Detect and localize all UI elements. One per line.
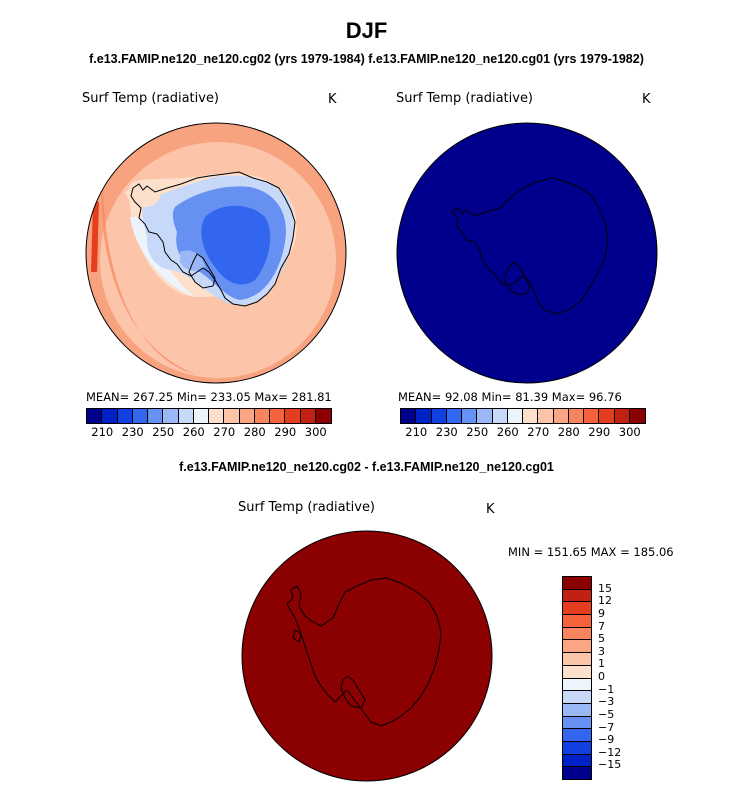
- colorbar-tick-label: 230: [435, 425, 458, 439]
- colorbar-tick-label: 250: [152, 425, 175, 439]
- panel2-colorbar: [400, 408, 646, 424]
- diff-colorbar-tick-label: 1: [598, 657, 605, 671]
- panel2-variable-label: Surf Temp (radiative): [396, 91, 534, 106]
- colorbar-tick-label: 260: [182, 425, 205, 439]
- colorbar-tick-label: 270: [213, 425, 236, 439]
- panel2-stats: MEAN= 92.08 Min= 81.39 Max= 96.76: [398, 390, 622, 404]
- diff-colorbar-swatch: [563, 577, 591, 590]
- diff-colorbar-swatch: [563, 627, 591, 641]
- panel1-units: K: [328, 92, 337, 107]
- diff-colorbar-swatch: [563, 703, 591, 717]
- colorbar-tick-label: 300: [304, 425, 327, 439]
- diff-colorbar-tick-label: 5: [598, 632, 605, 646]
- diff-colorbar-swatch: [563, 602, 591, 616]
- diff-colorbar-tick-label: −3: [598, 695, 615, 709]
- colorbar-swatch: [584, 409, 600, 423]
- colorbar-swatch: [224, 409, 240, 423]
- diff-colorbar-swatch: [563, 653, 591, 666]
- colorbar-swatch: [614, 409, 630, 423]
- colorbar-swatch: [599, 409, 615, 423]
- colorbar-swatch: [285, 409, 301, 423]
- colorbar-swatch: [315, 409, 331, 423]
- diff-colorbar-tick-label: −15: [598, 758, 622, 772]
- colorbar-tick-label: 260: [496, 425, 519, 439]
- diff-colorbar-swatch: [563, 678, 591, 692]
- diff-colorbar-tick-label: 7: [598, 619, 605, 633]
- diff-colorbar-swatch: [563, 729, 591, 742]
- colorbar-swatch: [178, 409, 194, 423]
- panel1-colorbar: [86, 408, 332, 424]
- diff-colorbar-tick-label: 0: [598, 670, 605, 683]
- colorbar-swatch: [507, 409, 523, 423]
- colorbar-swatch: [254, 409, 270, 423]
- colorbar-swatch: [553, 409, 569, 423]
- colorbar-swatch: [492, 409, 508, 423]
- colorbar-swatch: [401, 409, 417, 423]
- colorbar-swatch: [538, 409, 554, 423]
- colorbar-swatch: [87, 409, 103, 423]
- colorbar-swatch: [193, 409, 209, 423]
- diff-map: [241, 530, 493, 782]
- diff-colorbar-tick-label: −12: [598, 745, 622, 759]
- colorbar-tick-label: 280: [243, 425, 266, 439]
- diff-colorbar-swatch: [563, 741, 591, 755]
- colorbar-swatch: [163, 409, 179, 423]
- colorbar-swatch: [446, 409, 462, 423]
- diff-variable-label: Surf Temp (radiative): [238, 500, 376, 515]
- colorbar-swatch: [431, 409, 447, 423]
- colorbar-tick-label: 250: [466, 425, 489, 439]
- diff-colorbar-swatch: [563, 691, 591, 704]
- colorbar-tick-label: 270: [527, 425, 550, 439]
- colorbar-swatch: [102, 409, 118, 423]
- colorbar-tick-label: 230: [121, 425, 144, 439]
- colorbar-swatch: [132, 409, 148, 423]
- colorbar-tick-label: 280: [557, 425, 580, 439]
- diff-colorbar-swatch: [563, 767, 591, 779]
- diff-colorbar-swatch: [563, 716, 591, 730]
- diff-colorbar-swatch: [563, 640, 591, 654]
- diff-colorbar-tick-label: 3: [598, 644, 605, 658]
- plot-title: DJF: [345, 18, 388, 43]
- colorbar-swatch: [270, 409, 286, 423]
- colorbar-swatch: [300, 409, 316, 423]
- colorbar-swatch: [629, 409, 645, 423]
- diff-colorbar-tick-label: −9: [598, 733, 615, 747]
- panel2-map: [396, 122, 658, 384]
- case-titles: f.e13.FAMIP.ne120_ne120.cg02 (yrs 1979-1…: [89, 52, 644, 66]
- diff-colorbar-swatch: [563, 615, 591, 628]
- colorbar-tick-label: 210: [405, 425, 428, 439]
- diff-colorbar-swatch: [563, 589, 591, 603]
- colorbar-swatch: [477, 409, 493, 423]
- diff-colorbar-tick-label: −7: [598, 720, 615, 734]
- panel1-map: [85, 122, 347, 384]
- colorbar-swatch: [239, 409, 255, 423]
- colorbar-swatch: [416, 409, 432, 423]
- diff-colorbar-swatch: [563, 754, 591, 768]
- colorbar-swatch: [148, 409, 164, 423]
- colorbar-tick-label: 290: [274, 425, 297, 439]
- colorbar-swatch: [568, 409, 584, 423]
- diff-minmax: MIN = 151.65 MAX = 185.06: [508, 545, 674, 559]
- colorbar-swatch: [209, 409, 225, 423]
- diff-colorbar-tick-label: −5: [598, 707, 615, 721]
- colorbar-tick-label: 300: [618, 425, 641, 439]
- diff-colorbar-swatch: [563, 665, 591, 679]
- colorbar-tick-label: 210: [91, 425, 114, 439]
- diff-units: K: [486, 502, 495, 517]
- diff-colorbar-tick-label: −1: [598, 682, 615, 696]
- diff-colorbar-tick-label: 15: [598, 581, 612, 595]
- panel1-stats: MEAN= 267.25 Min= 233.05 Max= 281.81: [86, 390, 332, 404]
- colorbar-swatch: [523, 409, 539, 423]
- colorbar-swatch: [462, 409, 478, 423]
- panel2-units: K: [642, 92, 651, 107]
- diff-colorbar-tick-label: 12: [598, 594, 612, 608]
- colorbar-swatch: [117, 409, 133, 423]
- diff-colorbar-tick-label: 9: [598, 606, 605, 620]
- diff-colorbar: [562, 576, 592, 780]
- difference-title: f.e13.FAMIP.ne120_ne120.cg02 - f.e13.FAM…: [179, 460, 554, 474]
- colorbar-tick-label: 290: [588, 425, 611, 439]
- panel1-variable-label: Surf Temp (radiative): [82, 91, 220, 106]
